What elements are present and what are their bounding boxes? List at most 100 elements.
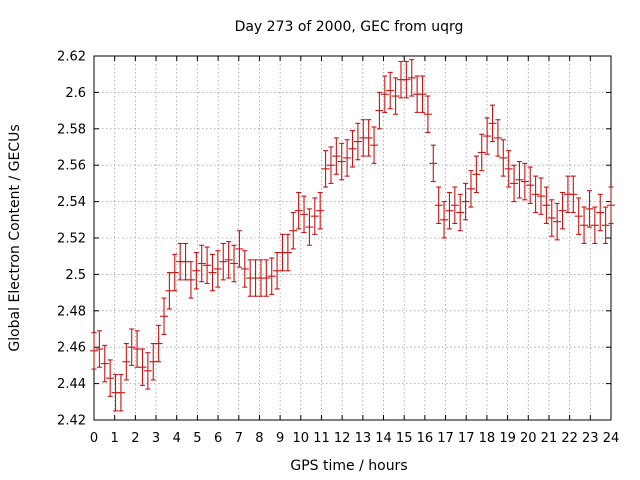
data-point: [262, 259, 271, 297]
y-tick-label: 2.56: [57, 159, 86, 174]
data-point: [143, 352, 152, 390]
y-tick-label: 2.54: [57, 195, 86, 210]
data-point: [283, 233, 292, 272]
data-point: [95, 330, 104, 368]
data-point: [504, 150, 513, 188]
data-point: [391, 77, 400, 115]
x-tick-label: 6: [214, 431, 222, 446]
data-point: [192, 252, 201, 290]
data-point: [547, 199, 556, 237]
x-tick-label: 3: [152, 431, 160, 446]
data-point: [326, 146, 335, 184]
data-point: [165, 272, 174, 310]
data-point: [493, 119, 502, 157]
data-point: [396, 60, 405, 99]
y-tick-label: 2.6: [65, 86, 86, 101]
x-axis-label: GPS time / hours: [290, 458, 407, 474]
data-point: [90, 332, 98, 370]
data-point: [224, 241, 233, 279]
data-point: [380, 75, 389, 113]
data-point: [370, 126, 379, 164]
data-point: [353, 122, 362, 161]
data-point: [332, 137, 341, 175]
data-point: [483, 117, 492, 155]
data-point: [499, 139, 508, 177]
x-tick-label: 1: [111, 431, 119, 446]
data-point: [553, 202, 562, 241]
data-point: [536, 177, 545, 215]
plot-frame: [93, 55, 612, 421]
data-point: [305, 208, 314, 246]
data-point: [526, 166, 535, 204]
data-point: [197, 244, 206, 283]
data-point: [407, 59, 416, 97]
data-point: [213, 250, 222, 288]
data-point: [580, 206, 589, 245]
x-tick-label: 18: [479, 431, 496, 446]
data-point: [289, 211, 298, 250]
data-point: [294, 191, 303, 230]
data-point: [364, 119, 373, 157]
x-tick-label: 19: [499, 431, 516, 446]
x-tick-label: 13: [355, 431, 372, 446]
data-point: [348, 130, 357, 168]
data-point: [569, 175, 578, 214]
grid: [94, 56, 611, 420]
chart-title: Day 273 of 2000, GEC from uqrg: [235, 19, 464, 35]
data-point: [359, 119, 368, 157]
data-point: [590, 206, 599, 245]
data-point: [343, 139, 352, 177]
x-tick-label: 8: [255, 431, 263, 446]
data-point: [429, 144, 438, 183]
data-point: [267, 257, 276, 295]
x-tick-label: 17: [458, 431, 475, 446]
x-tick-label: 24: [603, 431, 620, 446]
data-point: [601, 206, 610, 245]
data-point: [321, 150, 330, 188]
x-tick-label: 14: [375, 431, 392, 446]
y-tick-label: 2.58: [57, 122, 86, 137]
data-point: [472, 155, 481, 194]
data-point: [423, 95, 432, 133]
data-point: [337, 142, 346, 181]
data-point: [116, 373, 125, 412]
data-point: [563, 175, 572, 214]
data-point: [456, 193, 465, 232]
y-axis-label: Global Electron Content / GECUs: [7, 124, 23, 351]
x-tick-label: 17: [437, 431, 454, 446]
data-point: [418, 75, 427, 113]
y-tick-label: 2.42: [57, 414, 86, 429]
data-point: [106, 359, 115, 397]
data-point: [300, 195, 309, 234]
data-point: [310, 197, 319, 235]
data-point: [208, 253, 217, 292]
data-point: [596, 193, 605, 232]
data-point: [515, 161, 524, 199]
data-point: [316, 191, 325, 230]
data-point: [477, 133, 486, 172]
y-tick-label: 2.48: [57, 304, 86, 319]
data-point: [531, 175, 540, 214]
data-point: [520, 162, 529, 201]
x-tick-label: 0: [90, 431, 98, 446]
data-point: [240, 250, 249, 288]
data-point: [122, 343, 131, 381]
data-point: [219, 242, 228, 281]
data-point: [585, 190, 594, 228]
data-point: [230, 244, 239, 283]
x-tick-label: 12: [334, 431, 351, 446]
data-point: [160, 297, 169, 336]
y-tick-label: 2.52: [57, 232, 86, 247]
data-point: [386, 71, 395, 110]
x-tick-label: 23: [582, 431, 599, 446]
data-point: [574, 197, 583, 235]
y-tick-label: 2.44: [57, 377, 86, 392]
y-tick-label: 2.46: [57, 341, 86, 356]
x-tick-label: 7: [235, 431, 243, 446]
y-tick-label: 2.5: [65, 268, 86, 283]
data-point: [488, 104, 497, 143]
data-point: [375, 91, 384, 130]
x-tick-label: 21: [541, 431, 558, 446]
x-tick-label: 4: [173, 431, 181, 446]
data-point: [402, 60, 411, 99]
